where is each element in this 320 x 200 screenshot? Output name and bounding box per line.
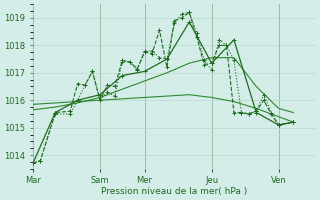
X-axis label: Pression niveau de la mer( hPa ): Pression niveau de la mer( hPa ) — [101, 187, 247, 196]
